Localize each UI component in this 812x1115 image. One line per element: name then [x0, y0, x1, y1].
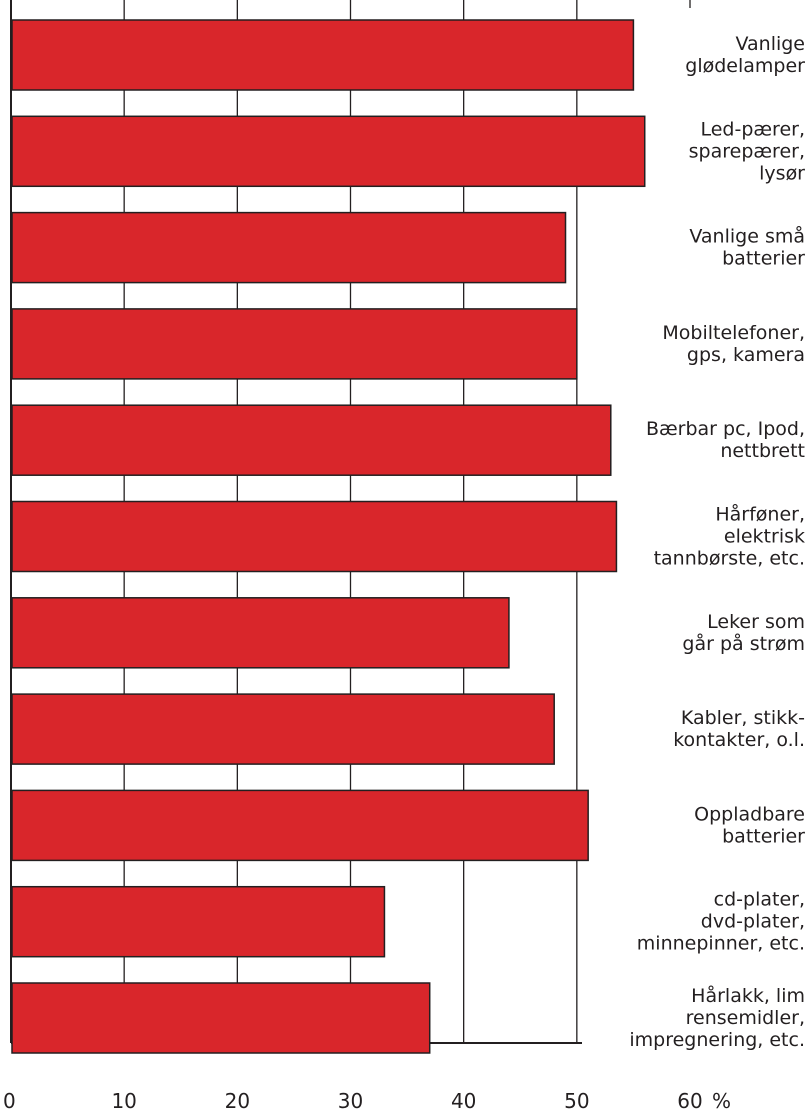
bar — [11, 211, 567, 284]
category-label: Hårlakk, lim rensemidler, impregnering, et… — [629, 984, 805, 1051]
bar — [11, 693, 555, 765]
x-tick-labels: 0 10 20 30 40 50 60 — [3, 1089, 703, 1113]
x-tick-label: 50 — [564, 1089, 589, 1113]
x-tick-label: 10 — [111, 1089, 136, 1113]
bar — [11, 308, 578, 380]
x-tick-label: 60 — [677, 1089, 702, 1113]
bar — [11, 19, 635, 91]
bars — [11, 19, 646, 1054]
bar — [11, 982, 431, 1054]
x-tick-label: 30 — [338, 1089, 363, 1113]
category-labels: Vanlige glødelamper Led-pærer, sparepærer, l… — [629, 33, 805, 1051]
bar — [11, 597, 510, 669]
category-label: Oppladbare batterier — [694, 803, 805, 847]
category-label: Vanlige små batterier — [689, 225, 805, 270]
bar — [11, 500, 618, 573]
bar — [11, 115, 646, 188]
x-tick-label: 20 — [225, 1089, 250, 1113]
bar — [11, 789, 589, 862]
category-label: Hårføner, elektrisk tannbørste, etc. — [654, 503, 805, 570]
category-label: Mobiltelefoner, gps, kamera — [662, 322, 805, 366]
category-label: Kabler, stikk-kontakter, o.l. — [673, 707, 805, 751]
x-tick-label: 40 — [451, 1089, 476, 1113]
x-tick-label: 0 — [3, 1089, 16, 1113]
category-label: Vanlige glødelamper — [685, 33, 805, 77]
unit-label: % — [712, 1089, 731, 1113]
category-label: Leker som går på strøm — [682, 611, 805, 655]
bar — [11, 885, 386, 958]
bar — [11, 404, 612, 476]
category-label: Bærbar pc, Ipod, nettbrett — [646, 418, 805, 462]
category-label: cd-plater, dvd-plater, minnepinner, etc. — [637, 889, 805, 955]
category-label: Led-pærer, sparepærer, lysør — [689, 118, 806, 184]
